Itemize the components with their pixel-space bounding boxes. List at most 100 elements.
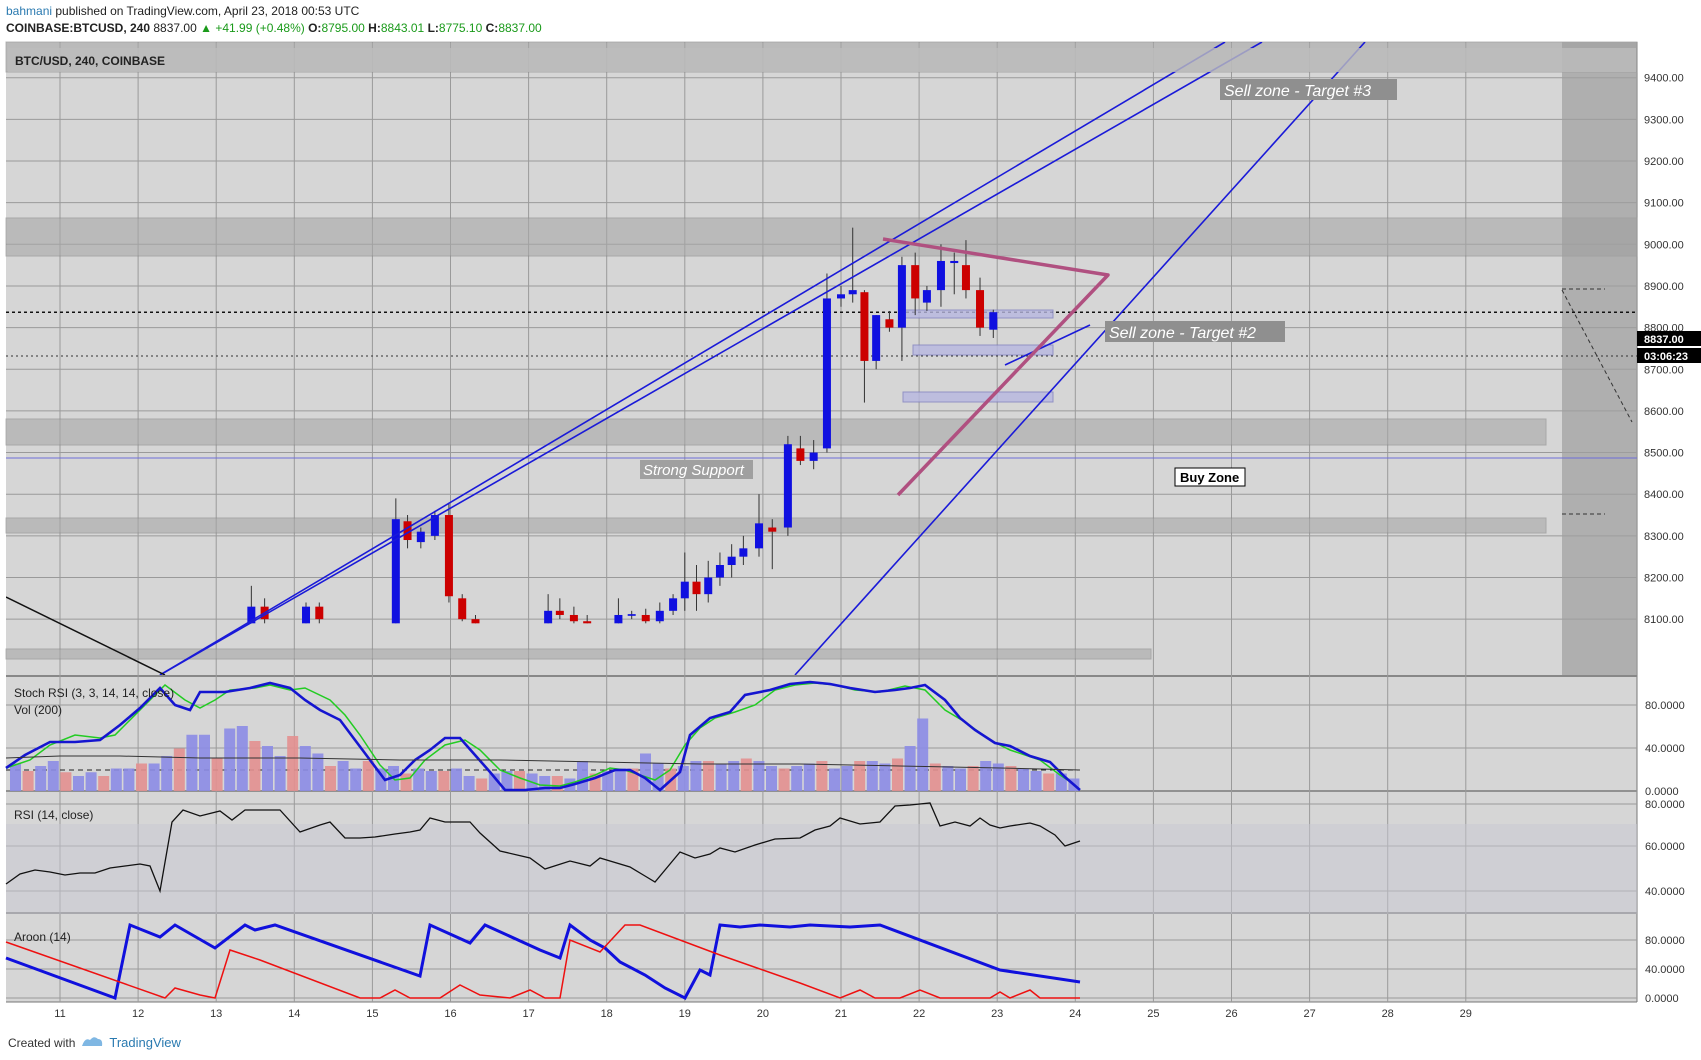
volume-ma-line bbox=[5, 755, 1081, 771]
close-value: 8837.00 bbox=[498, 21, 542, 35]
volume-bar-up bbox=[829, 768, 840, 791]
volume-bar-down bbox=[740, 758, 752, 791]
volume-bar-down bbox=[1005, 766, 1017, 791]
volume-bar-up bbox=[85, 772, 97, 791]
volume-bar-up bbox=[879, 763, 891, 791]
volume-bar-up bbox=[47, 761, 59, 791]
bull-candle bbox=[302, 606, 311, 624]
low-label: L: bbox=[427, 21, 439, 35]
pane-tick-label: 40.0000 bbox=[1645, 964, 1685, 976]
pennant-shape bbox=[882, 237, 1110, 497]
zone-band bbox=[5, 517, 1547, 534]
author-link[interactable]: bahmani bbox=[6, 4, 53, 18]
bear-candle bbox=[403, 521, 412, 541]
bear-candle bbox=[976, 290, 985, 328]
price-tick-label: 8400.00 bbox=[1644, 489, 1684, 501]
range-box bbox=[902, 391, 1054, 403]
tradingview-logo-icon[interactable] bbox=[81, 1034, 103, 1051]
zone-band bbox=[5, 648, 1152, 660]
volume-bar-up bbox=[753, 761, 765, 791]
volume-bar-up bbox=[917, 718, 929, 791]
stoch-k-line bbox=[5, 680, 1081, 792]
pane-tick-label: 40.0000 bbox=[1645, 886, 1685, 898]
last-price-tag bbox=[1637, 331, 1701, 346]
volume-bar-up bbox=[690, 761, 702, 791]
volume-bar-up bbox=[614, 768, 626, 791]
bear-candle bbox=[583, 621, 592, 624]
time-tick-label: 14 bbox=[288, 1008, 300, 1020]
countdown-tag-text: 03:06:23 bbox=[1644, 351, 1688, 363]
price-tick-label: 8700.00 bbox=[1644, 364, 1684, 376]
volume-bar-down bbox=[816, 761, 828, 791]
bull-candle bbox=[922, 290, 931, 303]
bull-candle bbox=[247, 606, 256, 624]
volume-bar-down bbox=[551, 776, 563, 791]
tradingview-brand[interactable]: TradingView bbox=[109, 1035, 181, 1050]
high-label: H: bbox=[368, 21, 381, 35]
volume-bar-up bbox=[425, 771, 437, 791]
time-axis[interactable] bbox=[6, 1002, 1637, 1024]
sell-zone-3-box[interactable] bbox=[1220, 79, 1397, 100]
volume-bar-up bbox=[123, 768, 135, 791]
open-value: 8795.00 bbox=[321, 21, 365, 35]
bull-candle bbox=[704, 577, 713, 595]
buy-zone-box[interactable] bbox=[1174, 467, 1246, 487]
volume-bar-down bbox=[325, 766, 336, 791]
bear-candle bbox=[458, 598, 467, 620]
volume-bar-up bbox=[791, 766, 803, 791]
bull-candle bbox=[989, 312, 998, 330]
bull-candle bbox=[391, 519, 400, 624]
bear-candle bbox=[315, 606, 324, 620]
low-value: 8775.10 bbox=[438, 21, 483, 35]
bull-candle bbox=[783, 444, 792, 528]
time-tick-label: 16 bbox=[444, 1008, 456, 1020]
bear-candle bbox=[768, 527, 777, 532]
indicator-lines bbox=[5, 680, 1081, 1001]
pane-tick-label: 0.0000 bbox=[1645, 786, 1679, 798]
bull-candle bbox=[680, 581, 689, 599]
volume-bar-up bbox=[35, 766, 47, 791]
volume-bar-down bbox=[362, 761, 374, 791]
volume-bar-up bbox=[10, 763, 21, 791]
price-tick-label: 8600.00 bbox=[1644, 406, 1684, 418]
volume-bar-up bbox=[992, 763, 1004, 791]
bear-candle bbox=[444, 515, 453, 597]
aroon-pane[interactable] bbox=[6, 914, 1637, 1002]
bull-candle bbox=[950, 260, 959, 264]
price-tick-label: 9300.00 bbox=[1644, 114, 1684, 126]
main-pane[interactable] bbox=[6, 42, 1637, 675]
bull-candle bbox=[655, 610, 664, 622]
bull-candle bbox=[416, 531, 425, 543]
volume-bar-up bbox=[602, 771, 614, 791]
volume-bar-up bbox=[274, 756, 286, 791]
bear-candle bbox=[641, 614, 650, 622]
time-tick-label: 28 bbox=[1382, 1008, 1394, 1020]
bear-candle bbox=[911, 265, 920, 299]
channel-line bbox=[794, 42, 1366, 675]
volume-bar-down bbox=[60, 772, 72, 791]
volume-bar-up bbox=[904, 746, 916, 791]
bull-candle bbox=[872, 315, 881, 361]
pane-tick-label: 60.0000 bbox=[1645, 841, 1685, 853]
bull-candle bbox=[848, 290, 857, 295]
volume-bar-down bbox=[703, 761, 714, 791]
last-price-tag-text: 8837.00 bbox=[1644, 334, 1684, 346]
bull-candle bbox=[430, 515, 439, 536]
chart-canvas[interactable]: 11 12 13 14 15 16 17 18 19 20 21 22 23 24 25 26 27 28 29 94… bbox=[0, 0, 1701, 1030]
pane-tick-label: 80.0000 bbox=[1645, 799, 1685, 811]
last-price: 8837.00 bbox=[153, 21, 197, 35]
candles-group bbox=[247, 227, 998, 624]
close-label: C: bbox=[485, 21, 499, 35]
strong-support-box[interactable] bbox=[640, 460, 753, 479]
volume-bar-up bbox=[640, 753, 651, 791]
aroon-up-line bbox=[5, 922, 1081, 1001]
price-axis[interactable] bbox=[1637, 42, 1701, 1002]
sell-zone-2-box[interactable] bbox=[1105, 321, 1285, 342]
zone-band bbox=[5, 418, 1547, 446]
volume-bar-up bbox=[110, 768, 122, 791]
volume-bar-up bbox=[299, 746, 311, 791]
rsi-line bbox=[5, 802, 1081, 894]
volume-bar-up bbox=[312, 753, 324, 791]
pane-tick-label: 40.0000 bbox=[1645, 743, 1685, 755]
volume-bar-up bbox=[413, 768, 425, 791]
